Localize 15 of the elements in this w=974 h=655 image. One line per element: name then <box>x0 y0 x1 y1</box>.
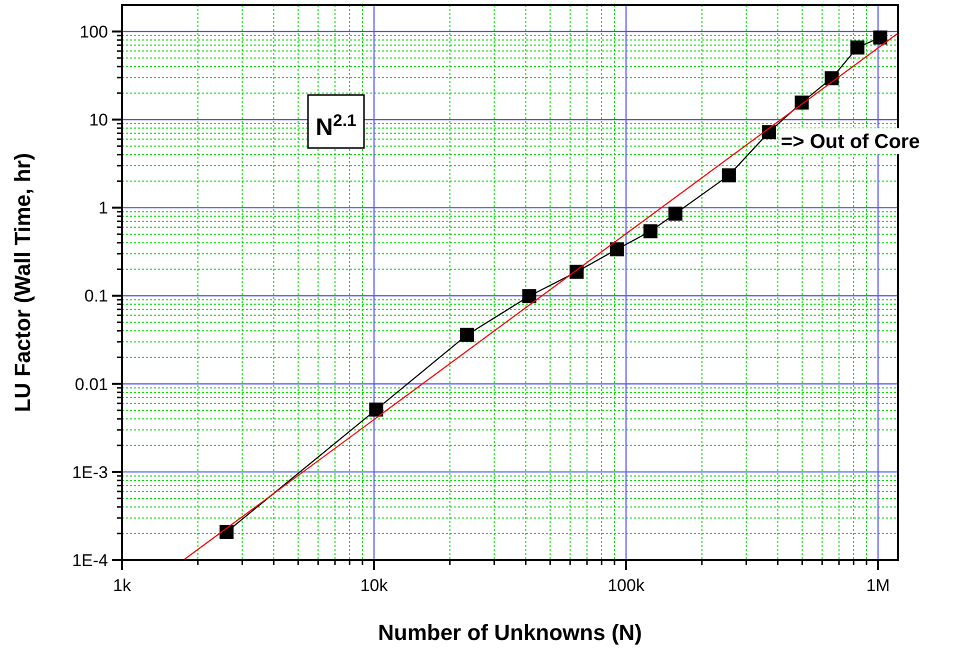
annotation: N$^{2.1}$ <box>316 110 356 141</box>
x-axis-title: Number of Unknowns (N) <box>378 620 642 645</box>
y-tick-label: 1E-4 <box>72 550 108 570</box>
x-tick-label: 1M <box>866 576 890 595</box>
y-tick-label: 10 <box>89 110 108 130</box>
x-tick-label: 10k <box>360 576 388 595</box>
x-tick-label: 1k <box>113 576 132 595</box>
y-tick-label: 0.01 <box>74 374 108 394</box>
annotation: => Out of Core <box>780 131 920 154</box>
x-tick-label: 100k <box>608 576 645 595</box>
y-tick-label: 0.1 <box>84 286 108 306</box>
y-tick-label: 1 <box>98 198 108 218</box>
y-tick-label: 1E-3 <box>72 462 108 482</box>
y-axis-title: LU Factor (Wall Time, hr) <box>10 152 35 412</box>
y-tick-label: 100 <box>80 22 108 42</box>
